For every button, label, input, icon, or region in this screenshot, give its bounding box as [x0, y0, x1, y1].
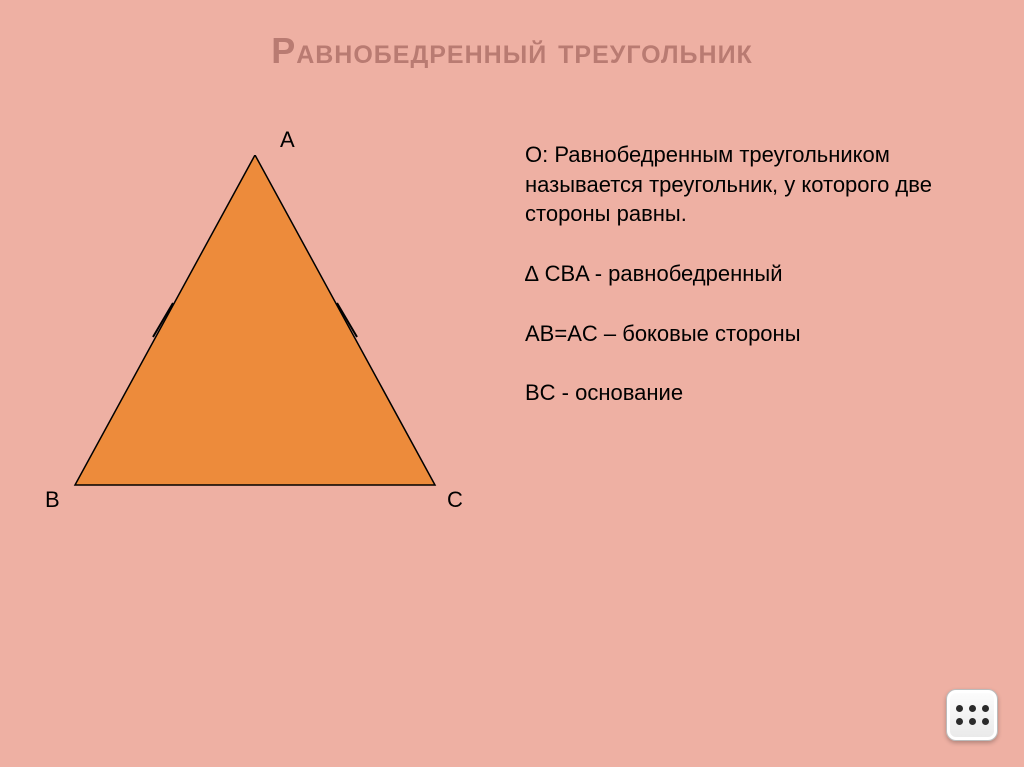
dice-button[interactable] [946, 689, 998, 741]
statement-3: BC - основание [525, 378, 965, 408]
vertex-label-c: C [447, 487, 463, 513]
slide-title: Равнобедренный треугольник [0, 30, 1024, 72]
statement-2: AB=AC – боковые стороны [525, 319, 965, 349]
definition-text: О: Равнобедренным треугольником называет… [525, 140, 965, 229]
statement-1: ∆ CBA - равнобедренный [525, 259, 965, 289]
description-block: О: Равнобедренным треугольником называет… [525, 140, 965, 438]
triangle-svg [55, 155, 455, 515]
vertex-label-b: B [45, 487, 60, 513]
dice-icon [956, 705, 989, 725]
vertex-label-a: A [280, 127, 295, 153]
triangle-diagram: A B C [55, 155, 455, 555]
triangle-shape [75, 155, 435, 485]
